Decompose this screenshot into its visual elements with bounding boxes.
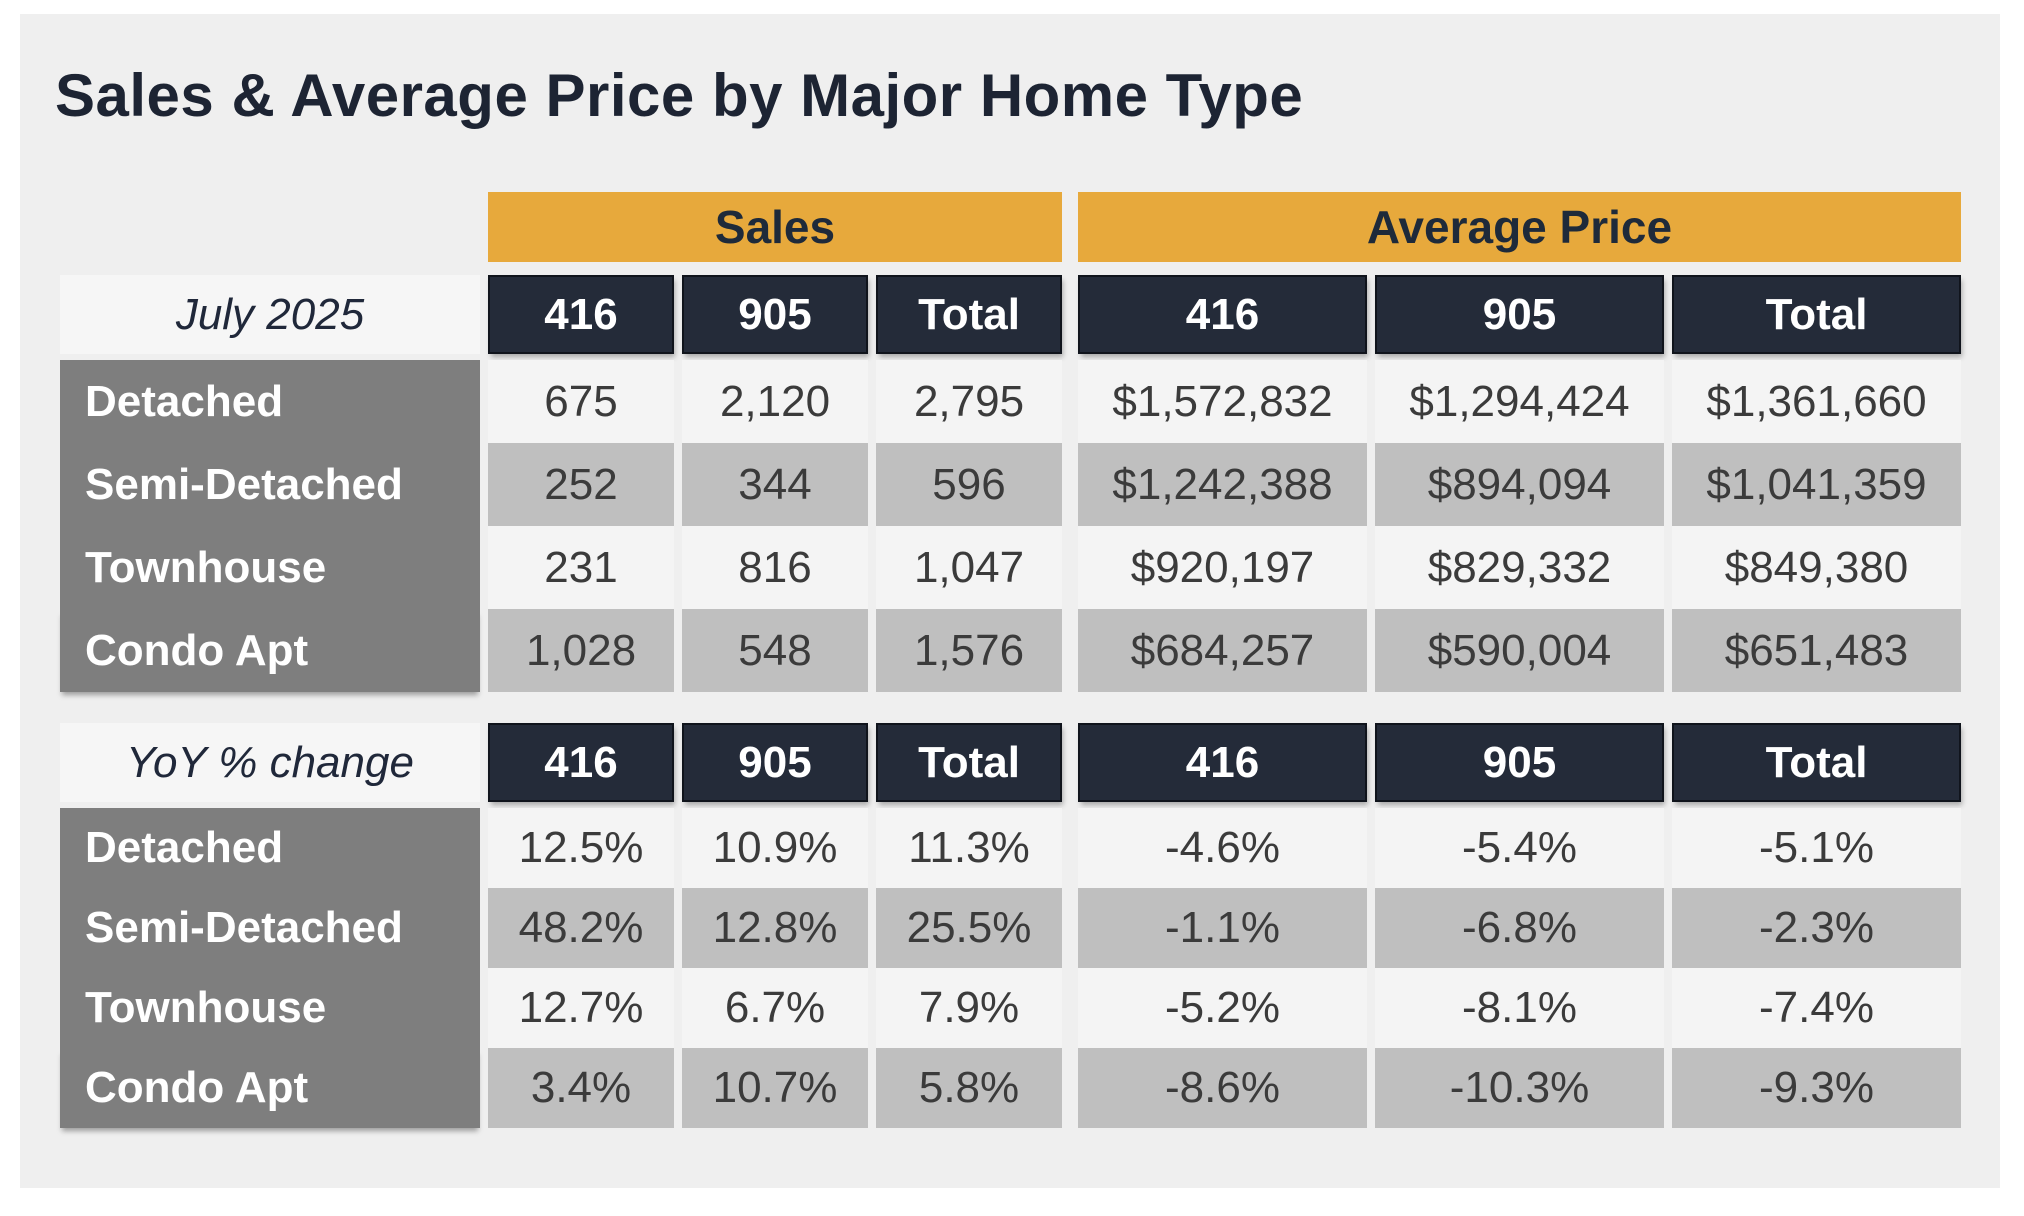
report-panel: Sales & Average Price by Major Home Type… bbox=[20, 14, 2000, 1188]
value-cell: 48.2% bbox=[488, 888, 674, 968]
value-cell: $1,361,660 bbox=[1672, 360, 1961, 443]
value-cell: $651,483 bbox=[1672, 609, 1961, 692]
value-cell: 12.7% bbox=[488, 968, 674, 1048]
table-row: Condo Apt 3.4% 10.7% 5.8% -8.6% -10.3% -9.3% bbox=[60, 1048, 1961, 1128]
col-header-price-total: Total bbox=[1672, 275, 1961, 354]
value-cell: 6.7% bbox=[682, 968, 868, 1048]
value-cell: 2,795 bbox=[876, 360, 1062, 443]
value-cell: $849,380 bbox=[1672, 526, 1961, 609]
value-cell: 11.3% bbox=[876, 808, 1062, 888]
col-header-sales-416: 416 bbox=[488, 275, 674, 354]
col-header-sales-total: Total bbox=[876, 275, 1062, 354]
value-cell: 231 bbox=[488, 526, 674, 609]
value-cell: -9.3% bbox=[1672, 1048, 1961, 1128]
value-cell: -4.6% bbox=[1078, 808, 1367, 888]
value-cell: 816 bbox=[682, 526, 868, 609]
value-cell: 5.8% bbox=[876, 1048, 1062, 1128]
value-cell: 25.5% bbox=[876, 888, 1062, 968]
value-cell: $829,332 bbox=[1375, 526, 1664, 609]
col-header-sales-905: 905 bbox=[682, 723, 868, 802]
table-row: Semi-Detached 48.2% 12.8% 25.5% -1.1% -6.8% -2… bbox=[60, 888, 1961, 968]
value-cell: $1,572,832 bbox=[1078, 360, 1367, 443]
col-header-price-416: 416 bbox=[1078, 723, 1367, 802]
col-header-price-905: 905 bbox=[1375, 275, 1664, 354]
value-cell: 1,028 bbox=[488, 609, 674, 692]
yoy-table-body: Detached 12.5% 10.9% 11.3% -4.6% -5.4% -5.1% Se… bbox=[60, 808, 1961, 1128]
yoy-table: YoY % change 416 905 Total 416 905 Total… bbox=[60, 723, 1961, 1128]
value-cell: 3.4% bbox=[488, 1048, 674, 1128]
table-row: Semi-Detached 252 344 596 $1,242,388 $894,094… bbox=[60, 443, 1961, 526]
row-label: Condo Apt bbox=[60, 609, 480, 692]
table-row: Townhouse 12.7% 6.7% 7.9% -5.2% -8.1% -7.4% bbox=[60, 968, 1961, 1048]
value-cell: $920,197 bbox=[1078, 526, 1367, 609]
row-label: Condo Apt bbox=[60, 1048, 480, 1128]
value-cell: -8.6% bbox=[1078, 1048, 1367, 1128]
value-cell: $1,294,424 bbox=[1375, 360, 1664, 443]
row-label: Detached bbox=[60, 808, 480, 888]
value-cell: -8.1% bbox=[1375, 968, 1664, 1048]
value-cell: 675 bbox=[488, 360, 674, 443]
table-row: Detached 12.5% 10.9% 11.3% -4.6% -5.4% -5.1% bbox=[60, 808, 1961, 888]
col-header-sales-total: Total bbox=[876, 723, 1062, 802]
col-header-price-416: 416 bbox=[1078, 275, 1367, 354]
value-cell: 252 bbox=[488, 443, 674, 526]
value-cell: 548 bbox=[682, 609, 868, 692]
row-label: Townhouse bbox=[60, 968, 480, 1048]
july-table-body: Detached 675 2,120 2,795 $1,572,832 $1,294,42… bbox=[60, 360, 1961, 692]
july-table: Sales Average Price July 2025 416 905 To… bbox=[60, 192, 1961, 692]
table-row: Detached 675 2,120 2,795 $1,572,832 $1,294,42… bbox=[60, 360, 1961, 443]
row-label: Detached bbox=[60, 360, 480, 443]
value-cell: -5.1% bbox=[1672, 808, 1961, 888]
row-label: Semi-Detached bbox=[60, 443, 480, 526]
value-cell: 12.8% bbox=[682, 888, 868, 968]
value-cell: 10.9% bbox=[682, 808, 868, 888]
column-header-row: July 2025 416 905 Total 416 905 Total bbox=[60, 275, 1961, 354]
table-row: Townhouse 231 816 1,047 $920,197 $829,332 $849… bbox=[60, 526, 1961, 609]
col-header-price-total: Total bbox=[1672, 723, 1961, 802]
value-cell: 12.5% bbox=[488, 808, 674, 888]
value-cell: -10.3% bbox=[1375, 1048, 1664, 1128]
value-cell: -2.3% bbox=[1672, 888, 1961, 968]
col-header-sales-905: 905 bbox=[682, 275, 868, 354]
page-title: Sales & Average Price by Major Home Type bbox=[55, 62, 1304, 129]
value-cell: $894,094 bbox=[1375, 443, 1664, 526]
value-cell: -7.4% bbox=[1672, 968, 1961, 1048]
value-cell: -5.4% bbox=[1375, 808, 1664, 888]
col-header-price-905: 905 bbox=[1375, 723, 1664, 802]
sales-group-header: Sales bbox=[488, 192, 1062, 262]
value-cell: $1,242,388 bbox=[1078, 443, 1367, 526]
value-cell: 1,047 bbox=[876, 526, 1062, 609]
value-cell: 7.9% bbox=[876, 968, 1062, 1048]
value-cell: -6.8% bbox=[1375, 888, 1664, 968]
period-label: YoY % change bbox=[60, 723, 480, 802]
value-cell: $1,041,359 bbox=[1672, 443, 1961, 526]
value-cell: $684,257 bbox=[1078, 609, 1367, 692]
value-cell: -1.1% bbox=[1078, 888, 1367, 968]
table-row: Condo Apt 1,028 548 1,576 $684,257 $590,004 $6… bbox=[60, 609, 1961, 692]
row-label: Semi-Detached bbox=[60, 888, 480, 968]
value-cell: 2,120 bbox=[682, 360, 868, 443]
value-cell: -5.2% bbox=[1078, 968, 1367, 1048]
period-label: July 2025 bbox=[60, 275, 480, 354]
group-header-row: Sales Average Price bbox=[60, 192, 1961, 262]
value-cell: 596 bbox=[876, 443, 1062, 526]
value-cell: $590,004 bbox=[1375, 609, 1664, 692]
average-price-group-header: Average Price bbox=[1078, 192, 1961, 262]
col-header-sales-416: 416 bbox=[488, 723, 674, 802]
column-header-row: YoY % change 416 905 Total 416 905 Total bbox=[60, 723, 1961, 802]
value-cell: 10.7% bbox=[682, 1048, 868, 1128]
row-label: Townhouse bbox=[60, 526, 480, 609]
value-cell: 344 bbox=[682, 443, 868, 526]
value-cell: 1,576 bbox=[876, 609, 1062, 692]
